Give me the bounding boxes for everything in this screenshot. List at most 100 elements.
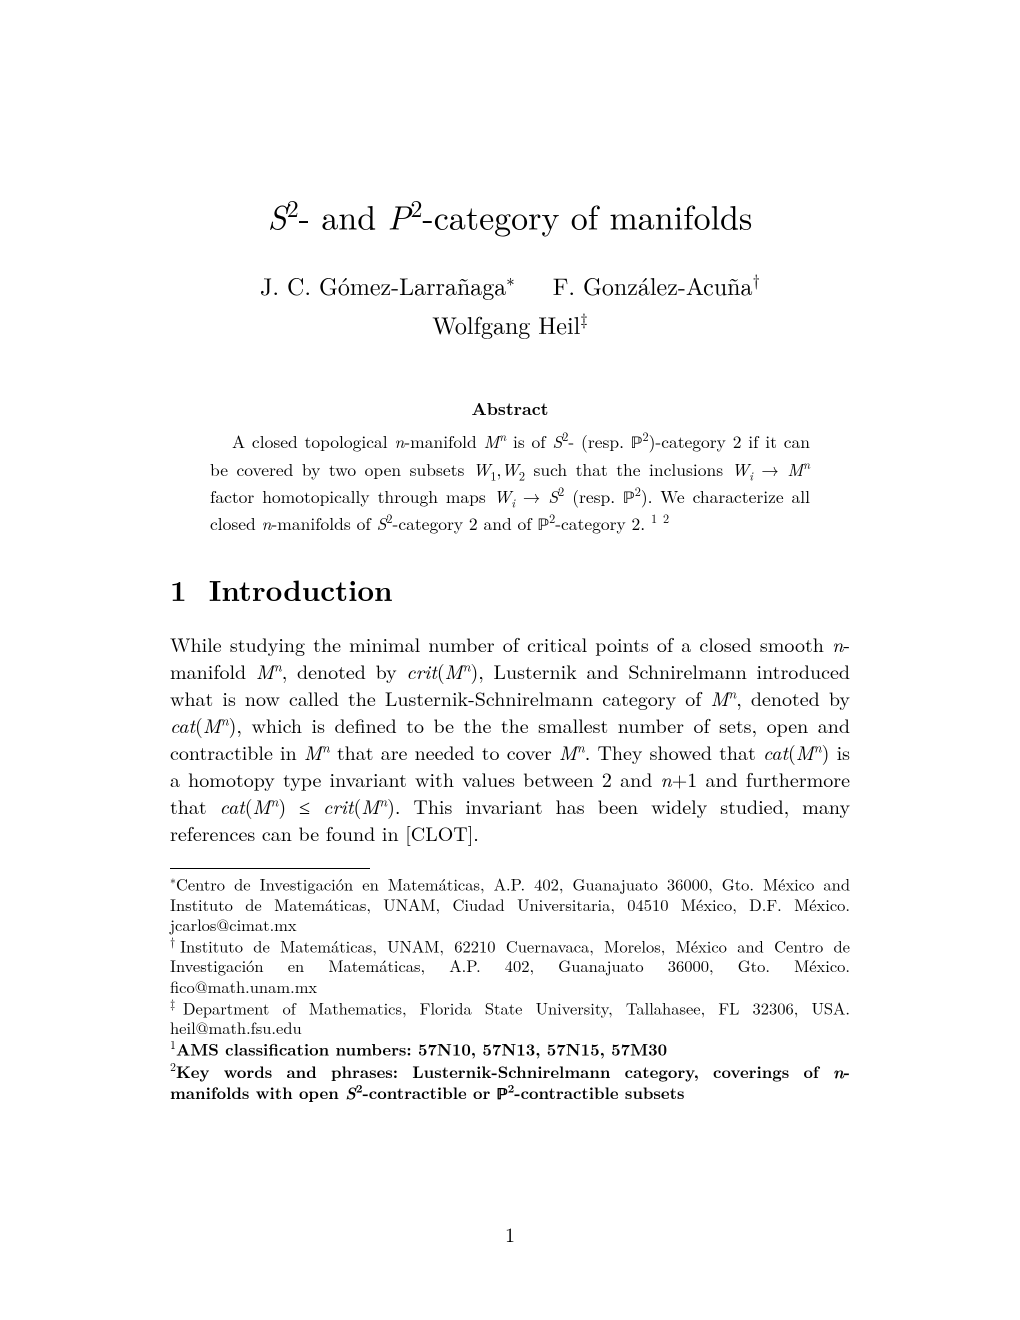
abs-t: -manifolds of (271, 511, 376, 536)
body-t: n (322, 737, 330, 757)
body-t: cat (170, 710, 195, 739)
author-3-mark: ‡ (580, 306, 587, 330)
body-t: ( (437, 656, 445, 685)
body-t: that are needed to cover (330, 737, 559, 766)
title-mid1: - and (299, 191, 388, 239)
abs-t: W (494, 483, 511, 508)
body-t: ( (195, 710, 203, 739)
body-t: n (832, 629, 843, 658)
page-number: 1 (0, 1219, 1020, 1248)
body-t: cat (763, 737, 788, 766)
authors-row1: J. C. Gómez-Larrañaga∗ F. González-Acuña† (170, 267, 850, 302)
abs-t: M (787, 456, 803, 481)
abs-t: W (732, 456, 749, 481)
abs-t: -category 2. (555, 511, 651, 536)
footnote-2-mark: † (170, 934, 180, 950)
abs-t: n (262, 511, 272, 536)
body-t: n (814, 737, 822, 757)
abstract-heading: Abstract (170, 396, 850, 421)
fn5-t: Key words and phrases: Lusternik-Schnire… (176, 1059, 833, 1083)
section-1-title: Introduction (209, 568, 393, 610)
title-exp2: 2 (411, 190, 423, 224)
body-t: , denoted by (282, 656, 407, 685)
fn5-t: -contractible or (362, 1080, 496, 1104)
footnote-3-text: Department of Mathematics, Florida State… (170, 995, 850, 1039)
body-t: n (274, 656, 282, 676)
footnote-1-text: Centro de Investigación en Matemáticas, … (170, 871, 850, 935)
title-exp1: 2 (287, 190, 299, 224)
body-t: M (796, 737, 814, 766)
footnote-3: ‡Department of Mathematics, Florida Stat… (170, 997, 850, 1038)
section-1-heading: 1 Introduction (170, 568, 850, 610)
body-t: ( (788, 737, 796, 766)
body-t: cat (220, 791, 245, 820)
abs-t: n (803, 455, 810, 473)
abs-t: ℙ (623, 490, 635, 507)
author-2-mark: † (753, 267, 760, 291)
footnote-3-mark: ‡ (170, 996, 183, 1012)
abs-t: → (753, 456, 788, 481)
footnote-4-text: AMS classification numbers: 57N10, 57N13… (176, 1037, 667, 1061)
footnote-4: 1AMS classification numbers: 57N10, 57N1… (170, 1038, 850, 1059)
body-t: n (379, 791, 387, 811)
abs-t: is of (506, 429, 552, 454)
fn5-t: ℙ (497, 1086, 508, 1103)
intro-paragraph: While studying the minimal number of cri… (170, 630, 850, 846)
abs-t: S (548, 483, 558, 508)
body-t: M (445, 656, 463, 685)
body-t: , denoted by (736, 683, 850, 712)
authors-row2: Wolfgang Heil‡ (170, 306, 850, 341)
body-t: . They showed that (585, 737, 763, 766)
body-t: M (256, 656, 274, 685)
abs-t: such that the inclusions (525, 456, 732, 481)
abs-t: → (515, 483, 548, 508)
abs-t: W (501, 456, 518, 481)
body-t: M (304, 737, 322, 766)
author-3: Wolfgang Heil (432, 307, 580, 341)
abs-t: S (377, 511, 387, 536)
body-t: n (577, 737, 585, 757)
title-var-s: S (268, 191, 287, 239)
author-2: F. González-Acuña (553, 268, 753, 302)
title-suffix: -category of manifolds (422, 191, 752, 239)
body-t: M (203, 710, 221, 739)
body-t: ) ≤ (278, 791, 323, 820)
footnote-rule (170, 868, 370, 869)
section-1-num: 1 (170, 568, 187, 610)
abs-t: - (resp. (568, 429, 630, 454)
abs-t: A closed topological (232, 429, 394, 454)
body-t: M (361, 791, 379, 820)
body-t: crit (406, 656, 436, 685)
author-1-mark: ∗ (506, 267, 514, 291)
abs-fn1: 1 (651, 509, 657, 527)
body-t: M (559, 737, 577, 766)
abs-t: M (484, 429, 500, 454)
footnote-2-text: Instituto de Matemáticas, UNAM, 62210 Cu… (170, 933, 850, 997)
author-1: J. C. Gómez-Larrañaga (260, 268, 506, 302)
footnote-1: ∗Centro de Investigación en Matemáticas,… (170, 873, 850, 934)
abs-fn2: 2 (663, 509, 669, 527)
body-t: While studying the minimal number of cri… (170, 629, 832, 658)
body-t: M (710, 683, 728, 712)
body-t: n (661, 764, 672, 793)
fn5-t: S (345, 1081, 356, 1105)
abs-t: n (394, 429, 404, 454)
abs-t: ℙ (631, 436, 643, 453)
abs-t: -category 2 and of (393, 511, 538, 536)
body-t: n (221, 710, 229, 730)
abs-t: ℙ (537, 518, 549, 535)
body-t: M (252, 791, 270, 820)
abs-t: factor homotopically through maps (210, 483, 494, 508)
body-t: crit (323, 791, 353, 820)
fn5-t: -contractible subsets (514, 1080, 684, 1104)
footnote-2: †Instituto de Matemáticas, UNAM, 62210 C… (170, 935, 850, 996)
footnote-5: 2Key words and phrases: Lusternik-Schnir… (170, 1060, 850, 1105)
title-var-p: P (387, 191, 410, 239)
abstract-body: A closed topological n-manifold Mn is of… (210, 429, 810, 538)
paper-title: S2- and P2-category of manifolds (170, 190, 850, 239)
abs-t: -manifold (404, 429, 483, 454)
abs-t: (resp. (564, 483, 623, 508)
fn5-t: n (833, 1060, 844, 1084)
abs-t: W (473, 456, 490, 481)
abs-t: S (552, 429, 562, 454)
